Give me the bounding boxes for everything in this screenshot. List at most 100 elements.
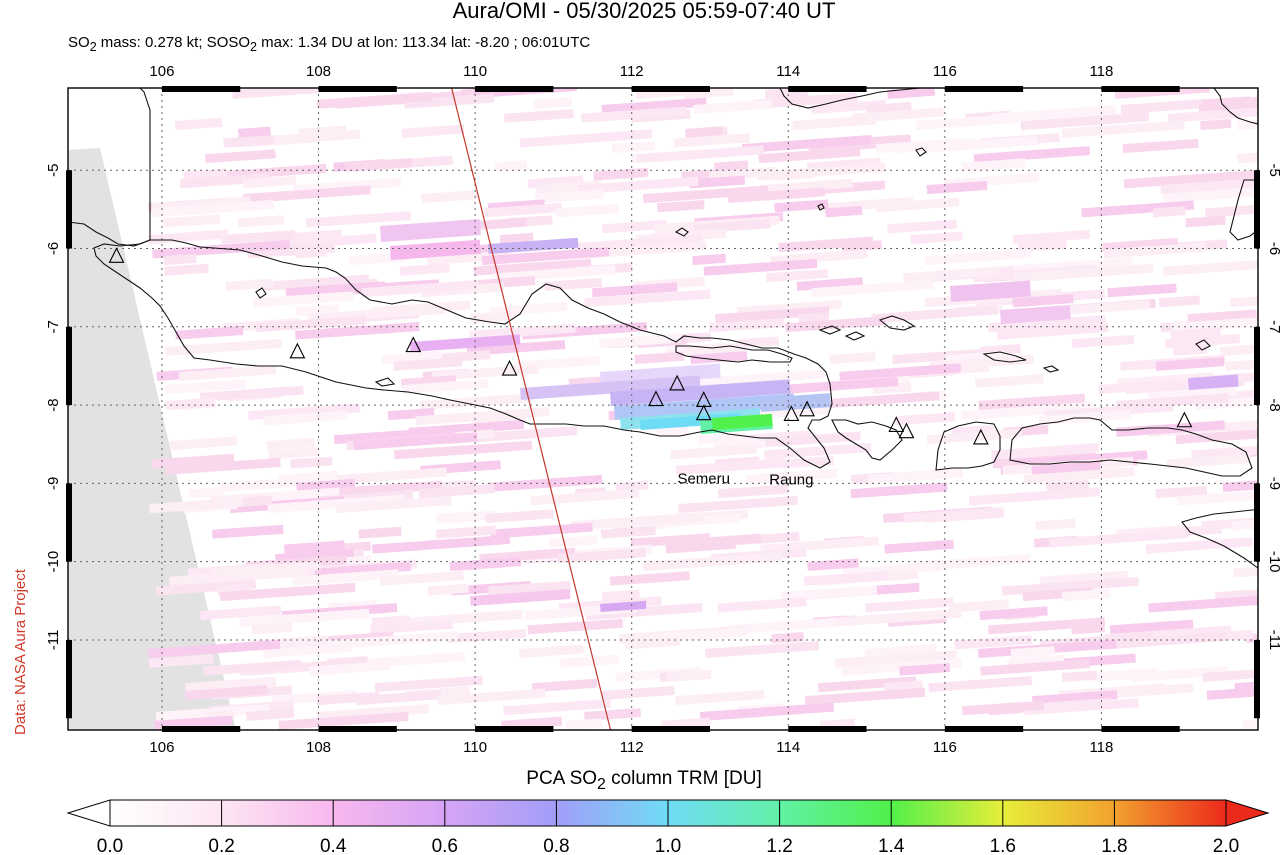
so2-plume-pixel <box>610 379 791 406</box>
coastline-island-6 <box>844 331 866 341</box>
so2-pixel <box>1172 344 1208 356</box>
so2-pixel <box>798 312 830 324</box>
so2-pixel <box>1081 200 1195 218</box>
so2-pixel <box>185 685 268 700</box>
border-tick <box>788 726 867 732</box>
colorbar-tick-label: 0.4 <box>320 836 347 855</box>
so2-pixel <box>1020 112 1150 131</box>
volcano-triangle <box>1176 411 1193 428</box>
so2-pixel <box>203 659 302 676</box>
so2-pixel <box>666 669 712 682</box>
so2-pixel <box>1061 588 1111 602</box>
lat-label-right: -9 <box>1266 477 1283 490</box>
so2-pixel <box>316 91 433 109</box>
so2-pixel <box>675 458 786 475</box>
so2-pixel <box>358 526 402 539</box>
so2-pixel <box>1155 357 1225 371</box>
border-tick <box>318 86 397 92</box>
so2-pixel <box>242 185 371 204</box>
colorbar-tick-label: 0.2 <box>208 836 234 855</box>
so2-pixel <box>830 608 962 627</box>
so2-pixel <box>204 149 276 164</box>
volcano-triangle <box>669 374 685 391</box>
so2-pixel <box>369 619 454 635</box>
so2-pixel <box>1162 257 1258 276</box>
lat-label-left: -5 <box>45 164 62 177</box>
coastline-kangean <box>982 351 1027 363</box>
so2-pixel <box>189 486 224 499</box>
lat-label-right: -7 <box>1266 320 1283 333</box>
so2-pixel <box>910 231 964 245</box>
so2-pixel <box>1155 485 1208 499</box>
coastline-island-8 <box>1195 339 1211 351</box>
so2-pixel <box>295 247 328 259</box>
so2-pixel <box>483 202 562 218</box>
so2-pixel <box>703 258 818 276</box>
so2-pixel <box>580 106 687 123</box>
so2-pixel <box>811 279 935 298</box>
so2-pixel <box>169 566 309 586</box>
so2-pixel <box>403 93 495 109</box>
so2-pixel <box>864 597 954 613</box>
so2-pixel <box>948 599 1009 613</box>
so2-pixel <box>295 322 420 340</box>
map-title: Aura/OMI - 05/30/2025 05:59-07:40 UT <box>452 0 836 23</box>
so2-pixel <box>1123 170 1258 189</box>
lon-label-bottom: 112 <box>620 739 644 756</box>
lat-label-right: -6 <box>1266 242 1283 255</box>
so2-pixel <box>255 315 367 333</box>
so2-pixel <box>165 457 281 475</box>
so2-pixel <box>1231 516 1258 531</box>
lon-label-top: 112 <box>620 63 644 80</box>
volcano-triangle <box>648 390 664 407</box>
so2-pixel <box>164 263 209 276</box>
so2-pixel <box>519 129 653 148</box>
so2-pixel <box>1233 562 1258 578</box>
volcano-triangle <box>108 247 125 263</box>
so2-pixel <box>534 189 604 204</box>
so2-pixel <box>316 691 380 706</box>
so2-pixel <box>263 410 348 426</box>
lat-label-left: -8 <box>45 398 62 411</box>
so2-pixel <box>239 608 370 627</box>
so2-pixel <box>841 240 883 253</box>
so2-pixel <box>903 507 1003 523</box>
so2-pixel <box>771 632 804 644</box>
so2-pixel <box>980 658 1091 676</box>
so2-pixel <box>1177 486 1258 506</box>
so2-pixel <box>165 397 215 410</box>
so2-pixel <box>884 539 954 554</box>
coastline-sulawesi-east <box>1229 179 1258 241</box>
volcano-triangle <box>783 405 800 422</box>
so2-pixel <box>991 442 1100 460</box>
so2-pixel <box>338 467 448 484</box>
so2-pixel <box>968 487 1100 506</box>
coastline-sumbawa <box>1009 417 1253 477</box>
border-tick <box>1101 86 1180 92</box>
so2-pixel <box>961 402 1093 421</box>
so2-pixel <box>704 641 820 658</box>
so2-pixel <box>811 99 886 114</box>
so2-pixel <box>915 113 1019 131</box>
so2-pixel <box>760 178 853 195</box>
so2-pixel <box>630 533 711 548</box>
colorbar-tick-label: 1.2 <box>766 836 792 855</box>
so2-pixel <box>699 702 835 721</box>
so2-pixel <box>794 115 877 131</box>
coastline-java <box>93 239 833 469</box>
so2-pixel <box>804 687 926 706</box>
so2-summary: SO2 mass: 0.278 kt; SOSO2 max: 1.34 DU a… <box>68 34 591 54</box>
so2-pixel <box>361 280 479 298</box>
so2-pixel <box>533 97 573 109</box>
volcano-markers <box>108 247 1193 445</box>
so2-pixel <box>162 214 221 228</box>
so2-pixel <box>714 306 830 324</box>
so2-pixel <box>237 215 285 228</box>
so2-pixel <box>584 240 707 259</box>
coastline-sulawesi <box>1213 88 1258 125</box>
lat-label-right: -10 <box>1266 551 1283 573</box>
so2-pixel <box>309 660 391 676</box>
lon-label-bottom: 116 <box>933 739 957 756</box>
so2-pixel <box>221 229 296 245</box>
so2-pixel <box>356 690 442 706</box>
